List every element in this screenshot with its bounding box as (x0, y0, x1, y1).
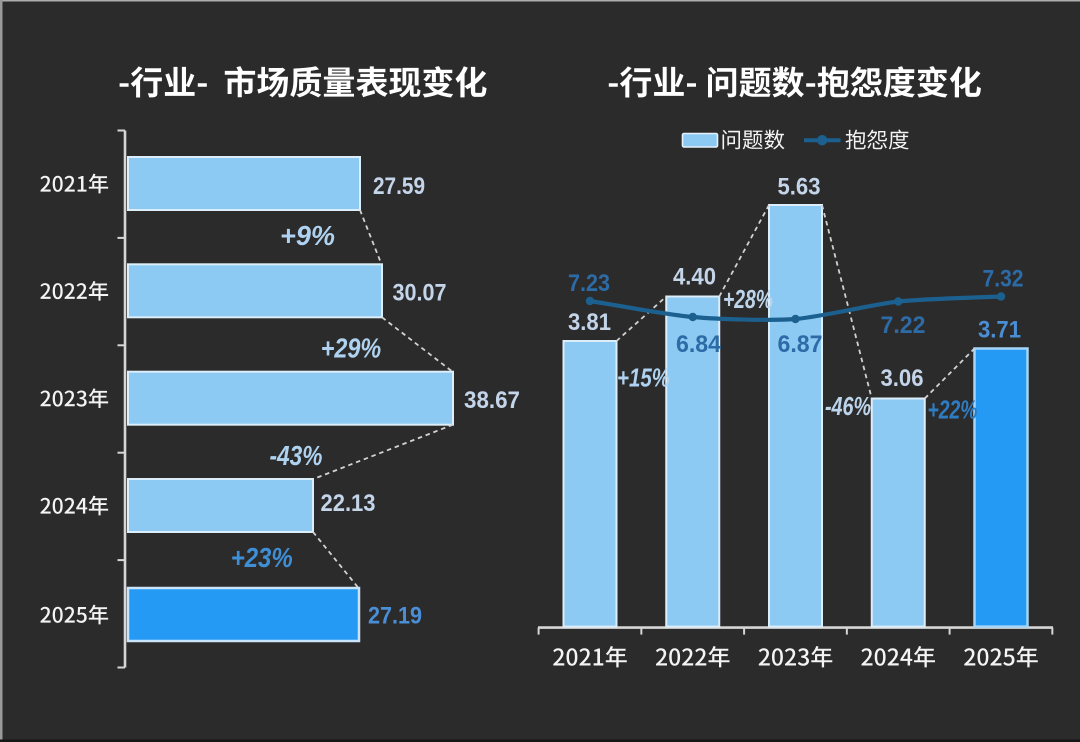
svg-text:6.84: 6.84 (676, 331, 721, 358)
svg-text:27.19: 27.19 (368, 603, 422, 630)
svg-text:38.67: 38.67 (464, 387, 520, 414)
svg-text:+23%: +23% (231, 542, 293, 573)
svg-text:27.59: 27.59 (373, 173, 425, 200)
svg-text:-43%: -43% (270, 440, 323, 471)
svg-text:+29%: +29% (321, 333, 382, 364)
svg-text:3.06: 3.06 (881, 365, 924, 392)
svg-text:7.22: 7.22 (881, 312, 926, 339)
svg-text:+15%: +15% (617, 363, 670, 393)
svg-text:22.13: 22.13 (321, 490, 376, 517)
svg-text:+22%: +22% (928, 395, 978, 425)
svg-text:4.40: 4.40 (673, 264, 716, 291)
svg-text:30.07: 30.07 (393, 280, 447, 307)
svg-text:7.23: 7.23 (568, 270, 610, 297)
svg-text:+9%: +9% (280, 220, 335, 251)
svg-text:6.87: 6.87 (778, 331, 823, 358)
svg-text:+28%: +28% (723, 284, 773, 314)
svg-text:3.71: 3.71 (978, 317, 1021, 344)
svg-text:-46%: -46% (825, 391, 871, 421)
svg-text:5.63: 5.63 (778, 174, 821, 201)
svg-text:3.81: 3.81 (568, 309, 611, 336)
svg-text:7.32: 7.32 (983, 266, 1024, 293)
